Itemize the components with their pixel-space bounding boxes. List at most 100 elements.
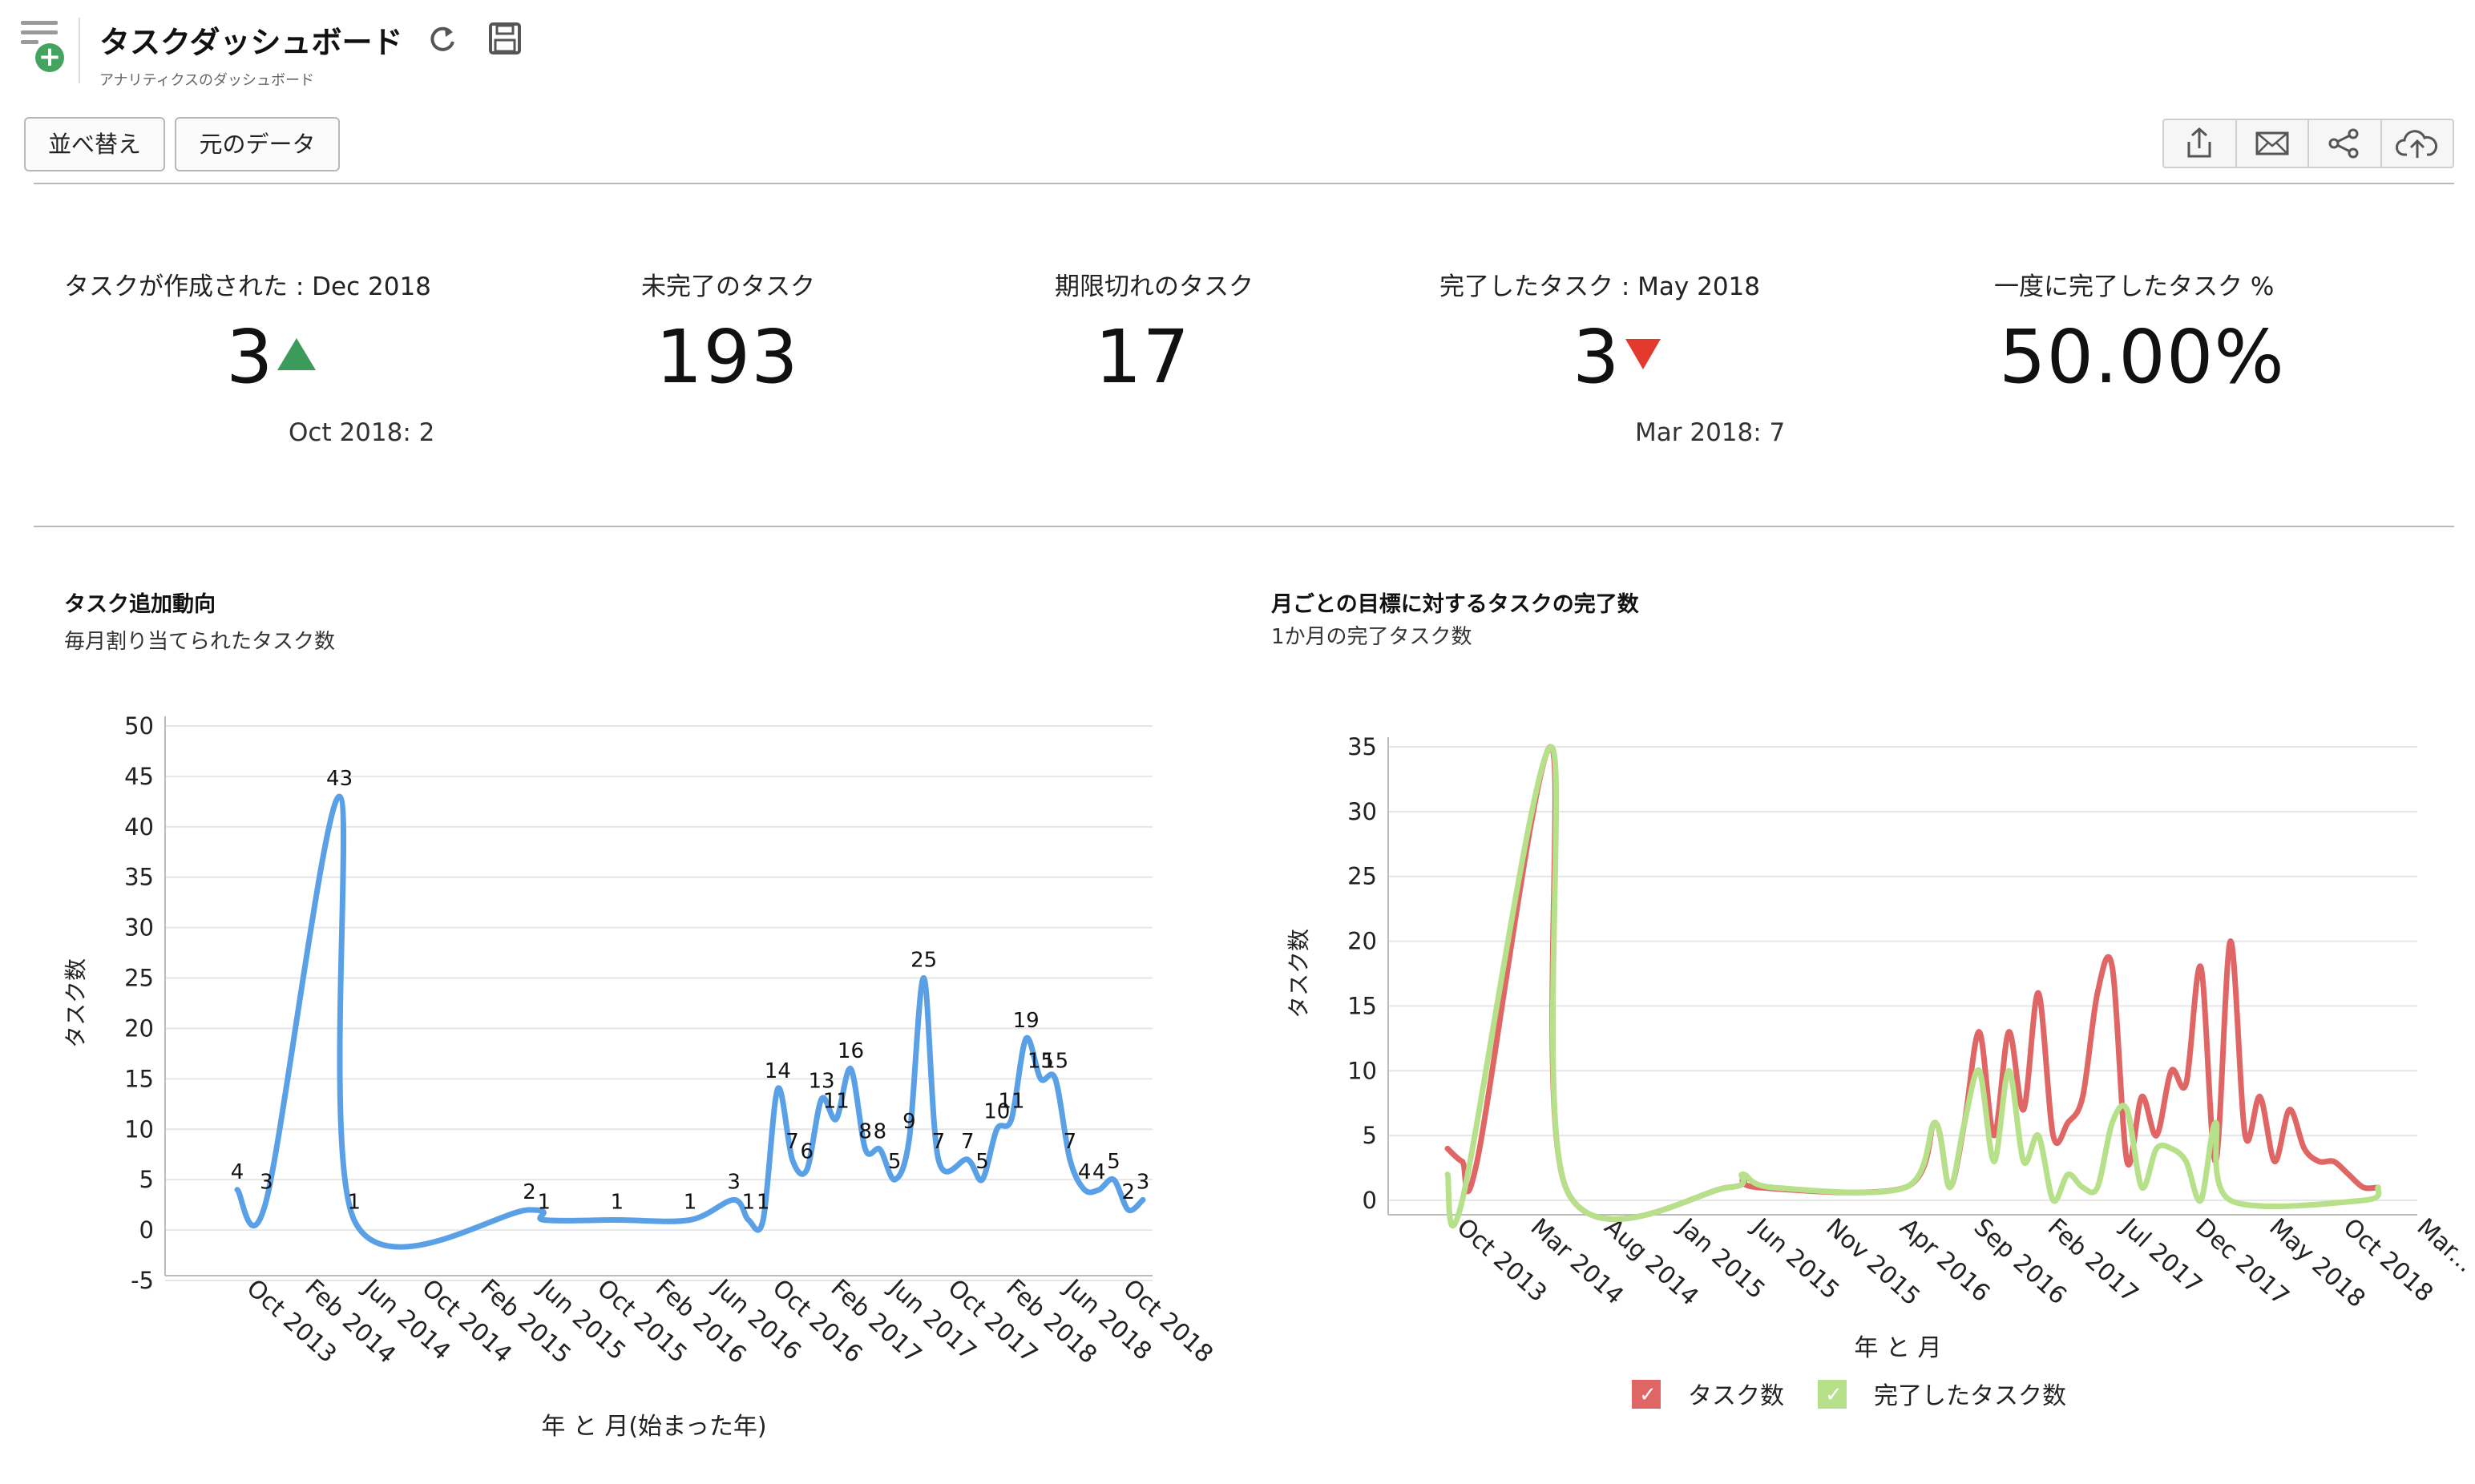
save-icon[interactable] [487, 21, 523, 56]
export-icon[interactable] [2164, 120, 2237, 167]
kpi-value-overdue: 17 [1095, 314, 1191, 400]
legend-check-icon: ✓ [1639, 1383, 1657, 1407]
chart2-y-axis-title: タスク数 [1286, 929, 1312, 1018]
chart1-point [732, 1198, 736, 1202]
page-title: タスクダッシュボード [99, 25, 403, 60]
chart1-data-label: 14 [765, 1059, 791, 1083]
legend-label-1: タスク数 [1688, 1382, 1784, 1410]
chart1-y-axis-title: タスク数 [63, 958, 89, 1048]
chart1-point [1126, 1208, 1130, 1212]
chart1-data-label: 5 [1107, 1150, 1120, 1174]
chart1-y-tick-label: 50 [124, 712, 154, 740]
chart1-point [922, 976, 926, 980]
chart1-point [805, 1167, 809, 1171]
chart1-point [1039, 1077, 1043, 1081]
kpi-value-completed: 3 [1573, 314, 1661, 400]
chart2-title: 月ごとの目標に対するタスクの完了数 [1271, 592, 1639, 617]
chart1-point [849, 1067, 853, 1071]
kpi-label-created: タスクが作成された : Dec 2018 [64, 272, 431, 301]
chart2-y-tick-label: 25 [1347, 863, 1377, 890]
chart1-data-label: 1 [348, 1191, 361, 1215]
chart1-data-label: 3 [260, 1170, 273, 1194]
chart1-data-label: 11 [998, 1090, 1024, 1114]
trend-down-icon [1625, 338, 1661, 369]
chart2-y-tick-label: 20 [1347, 928, 1377, 955]
chart1-point [790, 1158, 794, 1162]
chart1-point [615, 1218, 619, 1222]
chart2-series-line-2 [1444, 744, 2382, 1229]
chart1-data-label: 10 [983, 1099, 1010, 1123]
chart1-data-label: 1 [742, 1191, 756, 1215]
chart2-y-tick-label: 10 [1347, 1057, 1377, 1084]
chart1-subtitle: 毎月割り当てられたタスク数 [64, 630, 336, 654]
kpi-label-open: 未完了のタスク [641, 272, 815, 301]
page-subtitle: アナリティクスのダッシュボード [99, 72, 315, 89]
chart1-data-label: 2 [1122, 1180, 1136, 1204]
chart1-data-label: 1 [537, 1191, 551, 1215]
header-divider [79, 18, 80, 83]
chart1-data-label: 7 [932, 1130, 946, 1154]
chart1-point [1141, 1198, 1145, 1202]
chart1-data-label: 5 [975, 1150, 989, 1174]
sort-button[interactable]: 並べ替え [24, 117, 165, 171]
chart1-point [688, 1218, 692, 1222]
action-button-group [2162, 119, 2454, 168]
chart1-point [1097, 1188, 1101, 1192]
kpi-value-created: 3 [226, 314, 316, 400]
chart1-y-tick-label: 45 [124, 763, 154, 790]
chart1-point [337, 795, 341, 799]
legend-check-icon: ✓ [1825, 1383, 1843, 1407]
chart1-point [863, 1147, 867, 1151]
trend-up-icon [277, 337, 316, 370]
chart1-data-label: 16 [838, 1039, 864, 1063]
legend-label-2: 完了したタスク数 [1874, 1382, 2066, 1410]
chart1-data-label: 15 [1028, 1049, 1054, 1073]
chart2-y-tick-label: 5 [1363, 1122, 1377, 1149]
chart1-point [995, 1127, 999, 1131]
chart2-y-tick-label: 30 [1347, 798, 1377, 825]
chart1-data-label: 1 [684, 1191, 697, 1215]
chart2-y-tick-label: 0 [1363, 1187, 1377, 1214]
chart1-data-label: 8 [858, 1119, 872, 1143]
chart1-title: タスク追加動向 [64, 592, 216, 617]
chart1-point [761, 1218, 765, 1222]
email-icon[interactable] [2237, 120, 2309, 167]
legend-swatch-2 [1818, 1380, 1847, 1409]
refresh-icon[interactable] [425, 21, 460, 56]
chart1-data-label: 4 [1078, 1160, 1092, 1184]
chart1-y-tick-label: 10 [124, 1115, 154, 1143]
chart1-point [878, 1147, 882, 1151]
chart1-y-tick-label: 40 [124, 813, 154, 841]
kpi-divider [34, 526, 2454, 527]
chart1-y-tick-label: 30 [124, 914, 154, 942]
kpi-value-open: 193 [656, 314, 799, 400]
chart1-y-tick-label: 20 [124, 1014, 154, 1042]
chart1-point [1112, 1178, 1116, 1182]
chart1-data-label: 7 [785, 1130, 799, 1154]
chart1-data-label: 4 [1092, 1160, 1106, 1184]
chart1-point [746, 1218, 750, 1222]
chart1-data-label: 3 [727, 1170, 741, 1194]
chart1-point [1009, 1117, 1013, 1121]
chart1-point [527, 1208, 531, 1212]
chart1-data-label: 5 [888, 1150, 902, 1174]
kpi-value-completion-rate: 50.00% [1999, 314, 2285, 400]
chart1-data-label: 6 [801, 1140, 814, 1164]
chart1-y-tick-label: 15 [124, 1065, 154, 1092]
chart1-data-label: 1 [611, 1191, 624, 1215]
chart2-y-tick-label: 35 [1347, 733, 1377, 760]
add-menu-icon[interactable]: + [18, 16, 66, 72]
publish-icon[interactable] [2382, 120, 2453, 167]
chart1-data-label: 7 [1064, 1130, 1077, 1154]
chart1-data-label: 9 [902, 1110, 916, 1134]
chart1-point [776, 1087, 780, 1091]
chart1-data-label: 1 [757, 1191, 770, 1215]
chart1-data-label: 8 [874, 1119, 887, 1143]
chart2-series-line-1 [1444, 744, 2381, 1222]
toolbar-divider [34, 183, 2454, 184]
share-icon[interactable] [2309, 120, 2382, 167]
raw-data-button[interactable]: 元のデータ [175, 117, 340, 171]
chart1-y-tick-label: 5 [139, 1166, 154, 1193]
chart1-point [1083, 1188, 1087, 1192]
